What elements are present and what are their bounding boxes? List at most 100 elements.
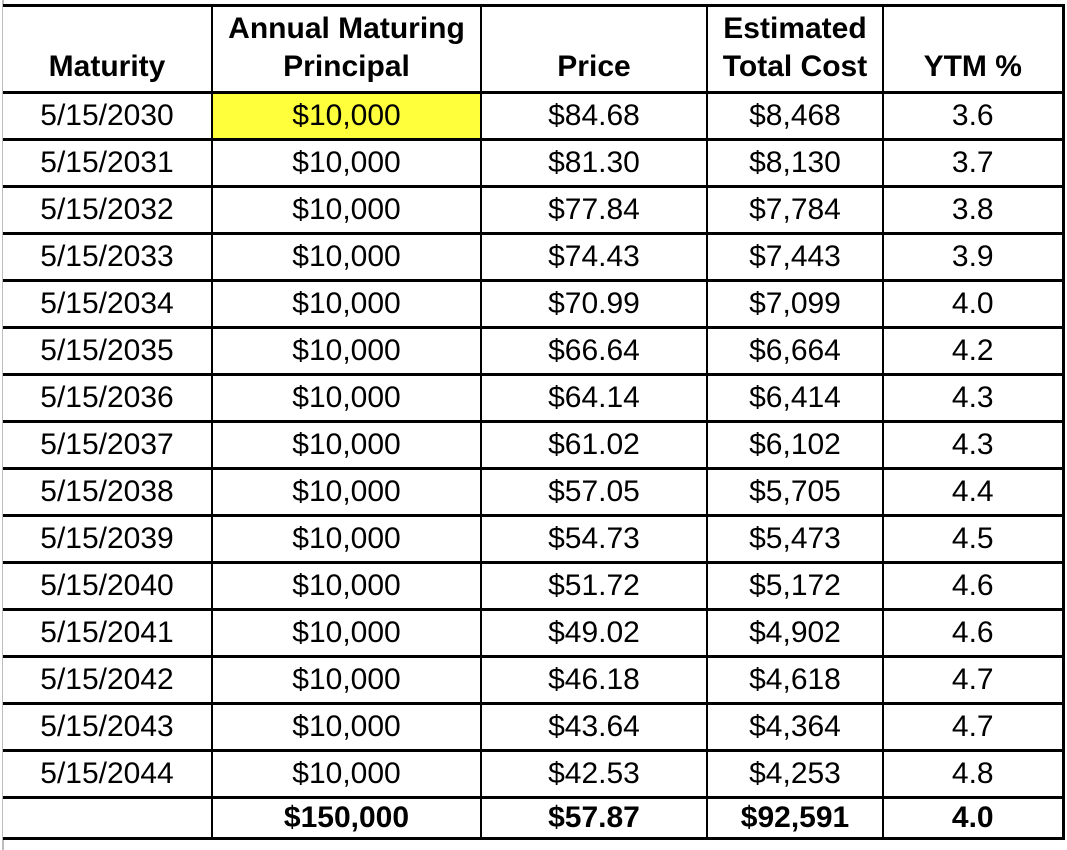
principal-cell[interactable]: $10,000 bbox=[211, 232, 482, 282]
table-row: 5/15/2042 $10,000 $46.18 $4,618 4.7 bbox=[3, 655, 1065, 705]
ytm-cell[interactable]: 3.8 bbox=[882, 185, 1065, 235]
ytm-cell[interactable]: 4.8 bbox=[882, 749, 1065, 799]
table-footer: $150,000 $57.87 $92,591 4.0 bbox=[3, 796, 1065, 840]
maturity-cell[interactable]: 5/15/2033 bbox=[3, 232, 213, 282]
cost-cell[interactable]: $7,443 bbox=[706, 232, 884, 282]
cost-cell[interactable]: $6,102 bbox=[706, 420, 884, 470]
maturity-cell[interactable]: 5/15/2040 bbox=[3, 561, 213, 611]
table-row: 5/15/2034 $10,000 $70.99 $7,099 4.0 bbox=[3, 279, 1065, 329]
table-row: 5/15/2035 $10,000 $66.64 $6,664 4.2 bbox=[3, 326, 1065, 376]
maturity-cell[interactable]: 5/15/2034 bbox=[3, 279, 213, 329]
table-row: 5/15/2039 $10,000 $54.73 $5,473 4.5 bbox=[3, 514, 1065, 564]
cost-cell[interactable]: $4,364 bbox=[706, 702, 884, 752]
price-cell[interactable]: $74.43 bbox=[480, 232, 708, 282]
price-cell[interactable]: $70.99 bbox=[480, 279, 708, 329]
ytm-cell[interactable]: 4.7 bbox=[882, 655, 1065, 705]
price-cell[interactable]: $43.64 bbox=[480, 702, 708, 752]
cost-cell[interactable]: $8,468 bbox=[706, 91, 884, 141]
maturity-cell[interactable]: 5/15/2036 bbox=[3, 373, 213, 423]
maturity-cell[interactable]: 5/15/2031 bbox=[3, 138, 213, 188]
ytm-cell[interactable]: 4.3 bbox=[882, 420, 1065, 470]
cost-cell[interactable]: $5,172 bbox=[706, 561, 884, 611]
maturity-cell[interactable]: 5/15/2035 bbox=[3, 326, 213, 376]
principal-cell[interactable]: $10,000 bbox=[211, 420, 482, 470]
column-header-cost[interactable]: Estimated Total Cost bbox=[706, 4, 884, 94]
table-row: 5/15/2038 $10,000 $57.05 $5,705 4.4 bbox=[3, 467, 1065, 517]
table-row: 5/15/2041 $10,000 $49.02 $4,902 4.6 bbox=[3, 608, 1065, 658]
price-cell[interactable]: $51.72 bbox=[480, 561, 708, 611]
maturity-cell[interactable]: 5/15/2039 bbox=[3, 514, 213, 564]
principal-cell[interactable]: $10,000 bbox=[211, 279, 482, 329]
table-row: 5/15/2040 $10,000 $51.72 $5,172 4.6 bbox=[3, 561, 1065, 611]
cost-cell[interactable]: $7,099 bbox=[706, 279, 884, 329]
ytm-cell[interactable]: 4.5 bbox=[882, 514, 1065, 564]
principal-cell[interactable]: $10,000 bbox=[211, 655, 482, 705]
maturity-cell[interactable]: 5/15/2044 bbox=[3, 749, 213, 799]
price-cell[interactable]: $54.73 bbox=[480, 514, 708, 564]
price-cell[interactable]: $66.64 bbox=[480, 326, 708, 376]
table-header: Maturity Annual Maturing Principal Price… bbox=[3, 4, 1065, 94]
table-row: 5/15/2030 $10,000 $84.68 $8,468 3.6 bbox=[3, 91, 1065, 141]
price-cell[interactable]: $57.05 bbox=[480, 467, 708, 517]
price-cell[interactable]: $64.14 bbox=[480, 373, 708, 423]
maturity-cell[interactable]: 5/15/2043 bbox=[3, 702, 213, 752]
total-maturity-cell[interactable] bbox=[3, 796, 213, 840]
principal-cell[interactable]: $10,000 bbox=[211, 138, 482, 188]
ytm-cell[interactable]: 4.4 bbox=[882, 467, 1065, 517]
total-price-cell[interactable]: $57.87 bbox=[480, 796, 708, 840]
header-row: Maturity Annual Maturing Principal Price… bbox=[3, 4, 1065, 94]
ytm-cell[interactable]: 3.7 bbox=[882, 138, 1065, 188]
maturity-cell[interactable]: 5/15/2032 bbox=[3, 185, 213, 235]
price-cell[interactable]: $77.84 bbox=[480, 185, 708, 235]
principal-cell-highlighted[interactable]: $10,000 bbox=[211, 91, 482, 141]
maturity-cell[interactable]: 5/15/2030 bbox=[3, 91, 213, 141]
principal-cell[interactable]: $10,000 bbox=[211, 373, 482, 423]
cost-cell[interactable]: $7,784 bbox=[706, 185, 884, 235]
maturity-cell[interactable]: 5/15/2037 bbox=[3, 420, 213, 470]
ytm-cell[interactable]: 4.7 bbox=[882, 702, 1065, 752]
bond-ladder-table: Maturity Annual Maturing Principal Price… bbox=[3, 4, 1065, 840]
ytm-cell[interactable]: 4.6 bbox=[882, 561, 1065, 611]
price-cell[interactable]: $42.53 bbox=[480, 749, 708, 799]
principal-cell[interactable]: $10,000 bbox=[211, 702, 482, 752]
cost-cell[interactable]: $8,130 bbox=[706, 138, 884, 188]
maturity-cell[interactable]: 5/15/2038 bbox=[3, 467, 213, 517]
table-row: 5/15/2043 $10,000 $43.64 $4,364 4.7 bbox=[3, 702, 1065, 752]
column-header-ytm[interactable]: YTM % bbox=[882, 4, 1065, 94]
table-body: 5/15/2030 $10,000 $84.68 $8,468 3.6 5/15/2031… bbox=[3, 91, 1065, 799]
ytm-cell[interactable]: 4.0 bbox=[882, 279, 1065, 329]
cost-cell[interactable]: $6,414 bbox=[706, 373, 884, 423]
column-header-principal[interactable]: Annual Maturing Principal bbox=[211, 4, 482, 94]
ytm-cell[interactable]: 4.6 bbox=[882, 608, 1065, 658]
principal-cell[interactable]: $10,000 bbox=[211, 608, 482, 658]
total-principal-cell[interactable]: $150,000 bbox=[211, 796, 482, 840]
cost-cell[interactable]: $5,473 bbox=[706, 514, 884, 564]
ytm-cell[interactable]: 3.9 bbox=[882, 232, 1065, 282]
price-cell[interactable]: $61.02 bbox=[480, 420, 708, 470]
principal-cell[interactable]: $10,000 bbox=[211, 467, 482, 517]
total-cost-cell[interactable]: $92,591 bbox=[706, 796, 884, 840]
principal-cell[interactable]: $10,000 bbox=[211, 749, 482, 799]
ytm-cell[interactable]: 4.3 bbox=[882, 373, 1065, 423]
cost-cell[interactable]: $4,618 bbox=[706, 655, 884, 705]
cost-cell[interactable]: $4,902 bbox=[706, 608, 884, 658]
maturity-cell[interactable]: 5/15/2042 bbox=[3, 655, 213, 705]
principal-cell[interactable]: $10,000 bbox=[211, 561, 482, 611]
cost-cell[interactable]: $5,705 bbox=[706, 467, 884, 517]
maturity-cell[interactable]: 5/15/2041 bbox=[3, 608, 213, 658]
price-cell[interactable]: $46.18 bbox=[480, 655, 708, 705]
total-ytm-cell[interactable]: 4.0 bbox=[882, 796, 1065, 840]
ytm-cell[interactable]: 4.2 bbox=[882, 326, 1065, 376]
column-header-price[interactable]: Price bbox=[480, 4, 708, 94]
principal-cell[interactable]: $10,000 bbox=[211, 185, 482, 235]
price-cell[interactable]: $84.68 bbox=[480, 91, 708, 141]
cost-cell[interactable]: $6,664 bbox=[706, 326, 884, 376]
cost-cell[interactable]: $4,253 bbox=[706, 749, 884, 799]
ytm-cell[interactable]: 3.6 bbox=[882, 91, 1065, 141]
price-cell[interactable]: $81.30 bbox=[480, 138, 708, 188]
price-cell[interactable]: $49.02 bbox=[480, 608, 708, 658]
column-header-maturity[interactable]: Maturity bbox=[3, 4, 213, 94]
principal-cell[interactable]: $10,000 bbox=[211, 326, 482, 376]
principal-cell[interactable]: $10,000 bbox=[211, 514, 482, 564]
